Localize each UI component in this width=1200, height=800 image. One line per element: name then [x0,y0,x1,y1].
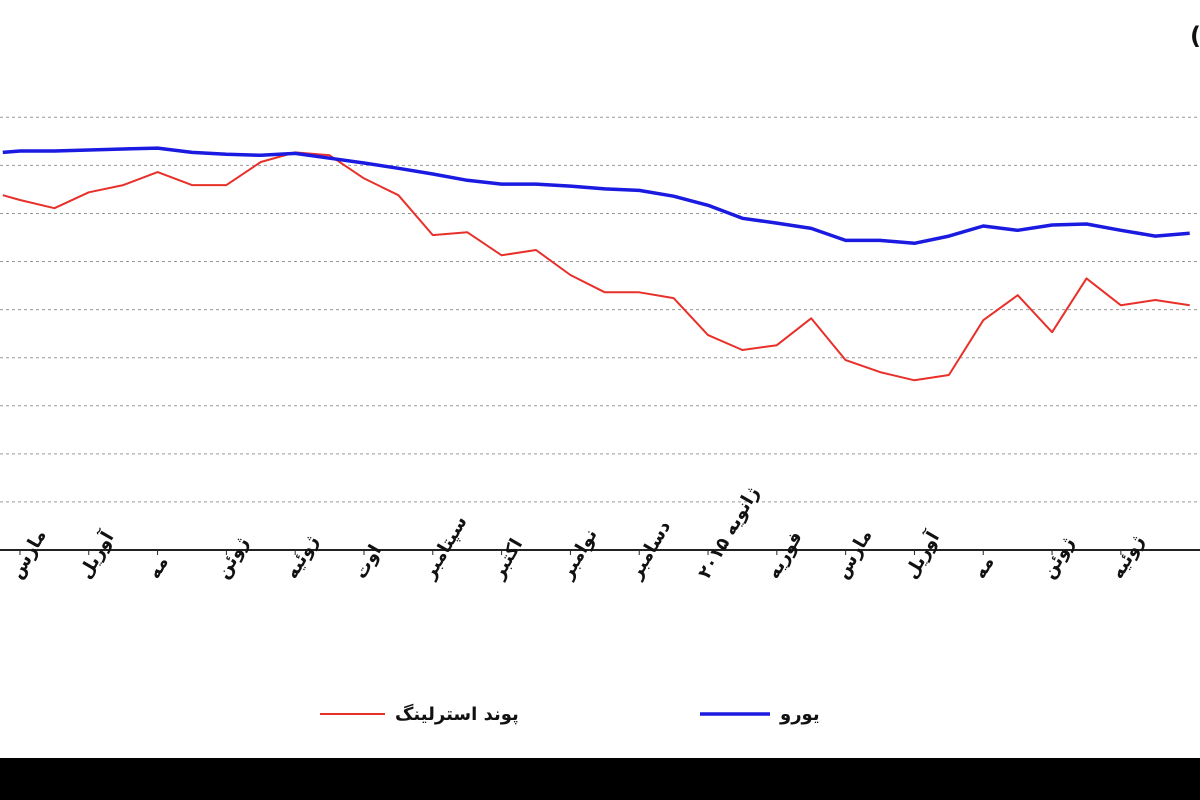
footer-band [0,758,1200,800]
legend-label: یورو [779,704,820,725]
line-series [2,146,1190,246]
legend-label: پوند استرلینگ [395,703,519,725]
line-series [2,151,1190,382]
background [0,0,1200,758]
chart-title: دار قیمت روزانه یورو و پوند استرلینگ در … [1190,21,1200,50]
